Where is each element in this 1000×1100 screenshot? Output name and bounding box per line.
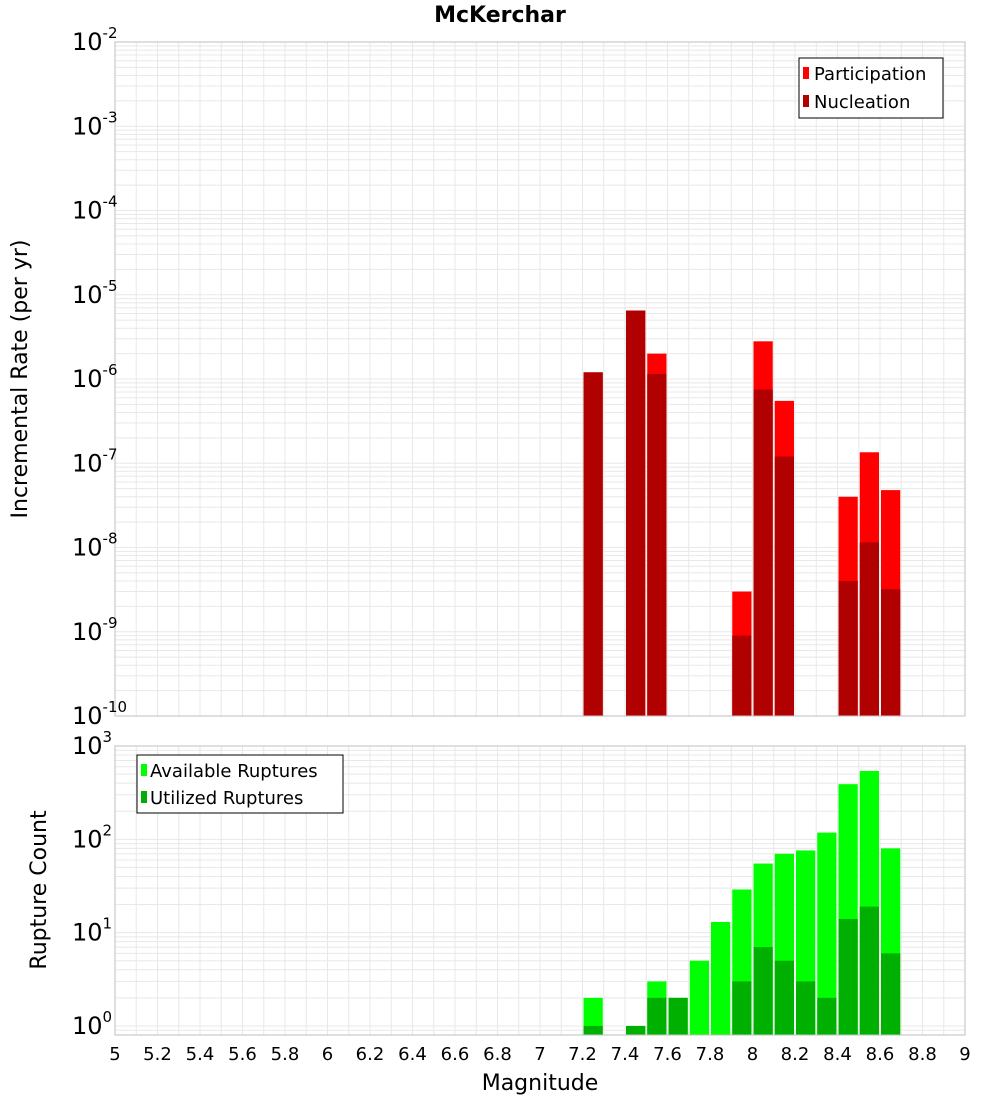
counts-y-ticks: 103 102 101 100 xyxy=(72,728,112,1040)
nucleation-bar xyxy=(647,373,667,716)
rates-y-tick-label: 10-7 xyxy=(72,445,118,477)
rates-y-tick-label: 10-9 xyxy=(72,614,118,646)
x-tick-label: 6.2 xyxy=(356,1044,385,1065)
nucleation-bar xyxy=(626,310,646,716)
counts-legend: Available Ruptures Utilized Ruptures xyxy=(136,754,344,814)
x-tick-label: 6.8 xyxy=(483,1044,512,1065)
available-ruptures-bar xyxy=(689,960,709,1035)
rates-y-tick-label: 10-10 xyxy=(72,698,127,730)
x-tick-label: 8.6 xyxy=(866,1044,895,1065)
x-tick-label: 8.8 xyxy=(908,1044,937,1065)
x-axis-label: Magnitude xyxy=(482,1071,599,1096)
utilized-ruptures-bar xyxy=(796,981,816,1035)
rates-bars xyxy=(583,310,901,716)
counts-plot-frame xyxy=(114,745,966,1036)
x-tick-label: 7.4 xyxy=(611,1044,640,1065)
x-tick-label: 6.4 xyxy=(398,1044,427,1065)
x-tick-label: 8.4 xyxy=(823,1044,852,1065)
nucleation-bar xyxy=(732,635,752,716)
rates-y-tick-label: 10-3 xyxy=(72,108,118,140)
rates-legend-box xyxy=(798,57,944,119)
x-tick-label: 5 xyxy=(109,1044,120,1065)
nucleation-bar xyxy=(838,581,858,716)
rates-y-ticks: 10-2 10-3 10-4 10-5 10-6 10-7 10-8 10-9 10-10 xyxy=(72,24,127,730)
x-tick-label: 7.6 xyxy=(653,1044,682,1065)
utilized-ruptures-bar xyxy=(583,1025,603,1035)
available-ruptures-bar xyxy=(583,997,603,1035)
nucleation-bar xyxy=(859,542,879,716)
utilized-ruptures-bar xyxy=(753,947,773,1035)
rates-y-tick-label: 10-2 xyxy=(72,24,118,56)
available-ruptures-bar xyxy=(711,922,731,1035)
x-tick-label: 6 xyxy=(322,1044,333,1065)
rates-y-axis-label: Incremental Rate (per yr) xyxy=(8,240,33,519)
x-tick-label: 5.2 xyxy=(143,1044,172,1065)
nucleation-bar xyxy=(753,389,773,716)
counts-y-axis-label: Rupture Count xyxy=(27,810,52,970)
x-tick-label: 8 xyxy=(747,1044,758,1065)
utilized-ruptures-bar xyxy=(881,953,901,1035)
utilized-ruptures-bar xyxy=(626,1025,646,1035)
utilized-ruptures-bar xyxy=(838,919,858,1035)
rates-plot-frame xyxy=(114,41,966,717)
utilized-ruptures-bar xyxy=(732,981,752,1035)
utilized-ruptures-bar xyxy=(817,997,837,1035)
utilized-ruptures-bar xyxy=(859,906,879,1035)
counts-legend-box xyxy=(136,754,344,814)
rates-y-tick-label: 10-5 xyxy=(72,277,118,309)
counts-panel: 103 102 101 100 5 5.2 5.4 5.6 5.8 6 6.2 6.4 6.6 6.8 7… xyxy=(27,728,971,1096)
available-ruptures-bar xyxy=(817,832,837,1035)
counts-y-tick-label: 103 xyxy=(72,728,112,760)
utilized-legend-label: Utilized Ruptures xyxy=(150,788,303,809)
x-tick-label: 5.4 xyxy=(186,1044,215,1065)
x-tick-label: 5.8 xyxy=(271,1044,300,1065)
nucleation-bar xyxy=(881,589,901,716)
participation-legend-swatch xyxy=(803,67,809,79)
available-legend-swatch xyxy=(141,764,147,776)
nucleation-bar xyxy=(583,372,603,716)
rates-panel: 10-2 10-3 10-4 10-5 10-6 10-7 10-8 10-9 10-10 In… xyxy=(8,24,966,730)
rates-y-tick-label: 10-4 xyxy=(72,193,118,225)
rates-legend: Participation Nucleation xyxy=(798,57,944,119)
counts-y-tick-label: 100 xyxy=(72,1008,112,1040)
counts-x-ticks: 5 5.2 5.4 5.6 5.8 6 6.2 6.4 6.6 6.8 7 7.2 7.4 7.6 7.8 8… xyxy=(109,1044,970,1065)
x-tick-label: 6.6 xyxy=(441,1044,470,1065)
x-tick-label: 9 xyxy=(959,1044,970,1065)
x-tick-label: 7.8 xyxy=(696,1044,725,1065)
participation-legend-label: Participation xyxy=(814,64,926,85)
rates-y-tick-label: 10-8 xyxy=(72,530,118,562)
available-legend-label: Available Ruptures xyxy=(150,761,318,782)
nucleation-legend-label: Nucleation xyxy=(814,92,910,113)
rates-y-tick-label: 10-6 xyxy=(72,361,118,393)
utilized-legend-swatch xyxy=(141,791,147,803)
x-tick-label: 7.2 xyxy=(568,1044,597,1065)
utilized-ruptures-bar xyxy=(647,997,667,1035)
counts-y-tick-label: 102 xyxy=(72,821,112,853)
x-tick-label: 8.2 xyxy=(781,1044,810,1065)
nucleation-legend-swatch xyxy=(803,95,809,107)
chart-title: McKerchar xyxy=(434,3,566,28)
rates-gridlines xyxy=(114,41,966,717)
nucleation-bar xyxy=(774,456,794,716)
utilized-ruptures-bar xyxy=(774,960,794,1035)
x-tick-label: 5.6 xyxy=(228,1044,257,1065)
utilized-ruptures-bar xyxy=(668,997,688,1035)
counts-bars xyxy=(583,770,901,1035)
x-tick-label: 7 xyxy=(534,1044,545,1065)
counts-y-tick-label: 101 xyxy=(72,915,112,947)
